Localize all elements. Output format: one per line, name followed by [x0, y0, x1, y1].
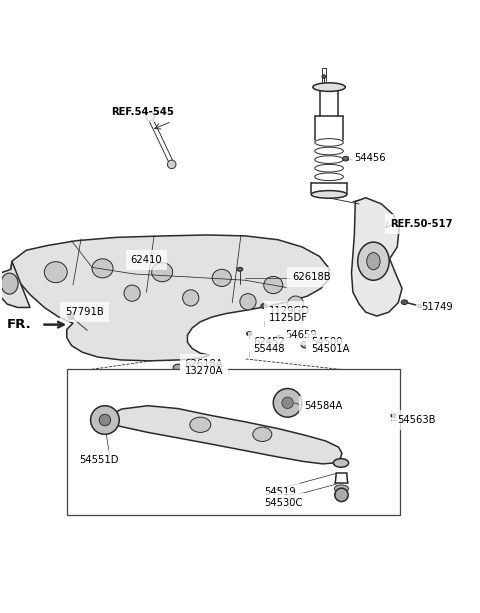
Ellipse shape: [276, 335, 283, 340]
Ellipse shape: [92, 259, 113, 278]
Ellipse shape: [152, 262, 173, 282]
Ellipse shape: [334, 459, 348, 467]
Text: REF.50-517: REF.50-517: [390, 219, 452, 229]
Text: 54659: 54659: [285, 330, 316, 340]
Text: 54519: 54519: [264, 487, 296, 497]
Ellipse shape: [1, 273, 18, 294]
Polygon shape: [0, 261, 30, 308]
Ellipse shape: [240, 294, 256, 310]
Text: 51749: 51749: [421, 302, 453, 311]
Text: 1129GD: 1129GD: [268, 306, 310, 316]
Ellipse shape: [261, 303, 266, 308]
Ellipse shape: [282, 397, 293, 408]
Ellipse shape: [99, 414, 111, 426]
Text: 13270A: 13270A: [185, 366, 223, 376]
Ellipse shape: [91, 406, 119, 435]
Ellipse shape: [358, 242, 389, 280]
Ellipse shape: [311, 191, 347, 198]
Text: 55448: 55448: [253, 345, 284, 354]
Polygon shape: [11, 235, 329, 361]
Ellipse shape: [322, 75, 326, 78]
Ellipse shape: [313, 83, 345, 91]
Text: 54584A: 54584A: [304, 401, 342, 411]
Ellipse shape: [44, 262, 67, 283]
Ellipse shape: [335, 485, 348, 492]
Ellipse shape: [401, 300, 408, 305]
Text: 57791B: 57791B: [65, 307, 104, 317]
Ellipse shape: [183, 290, 199, 306]
Text: 54500: 54500: [312, 337, 343, 348]
Ellipse shape: [146, 112, 155, 121]
Ellipse shape: [301, 341, 310, 348]
Text: FR.: FR.: [7, 318, 32, 331]
Ellipse shape: [212, 269, 231, 286]
Text: 54563B: 54563B: [397, 415, 436, 425]
Ellipse shape: [124, 285, 140, 301]
Ellipse shape: [237, 267, 243, 271]
Text: REF.54-545: REF.54-545: [111, 107, 174, 117]
Text: 54501A: 54501A: [312, 345, 350, 354]
Text: 62452: 62452: [253, 337, 285, 348]
Ellipse shape: [247, 332, 252, 335]
Text: 62618A: 62618A: [185, 359, 223, 369]
Text: 62410: 62410: [131, 255, 162, 265]
Bar: [67, 368, 400, 516]
Ellipse shape: [391, 414, 396, 417]
Ellipse shape: [264, 276, 283, 294]
Text: 1125DF: 1125DF: [268, 313, 308, 324]
Text: 54456: 54456: [354, 153, 386, 162]
Ellipse shape: [168, 160, 176, 169]
Polygon shape: [351, 198, 402, 316]
Ellipse shape: [342, 156, 349, 161]
Ellipse shape: [418, 304, 421, 308]
Polygon shape: [102, 406, 342, 464]
Ellipse shape: [335, 488, 348, 501]
Ellipse shape: [367, 253, 380, 270]
Text: 62618B: 62618B: [292, 272, 331, 282]
Text: 54530C: 54530C: [264, 498, 302, 508]
Ellipse shape: [68, 316, 74, 319]
Ellipse shape: [190, 417, 211, 432]
Ellipse shape: [173, 364, 183, 371]
Text: 54551D: 54551D: [80, 455, 119, 465]
Ellipse shape: [288, 296, 304, 312]
Ellipse shape: [273, 389, 302, 417]
Ellipse shape: [253, 427, 272, 441]
